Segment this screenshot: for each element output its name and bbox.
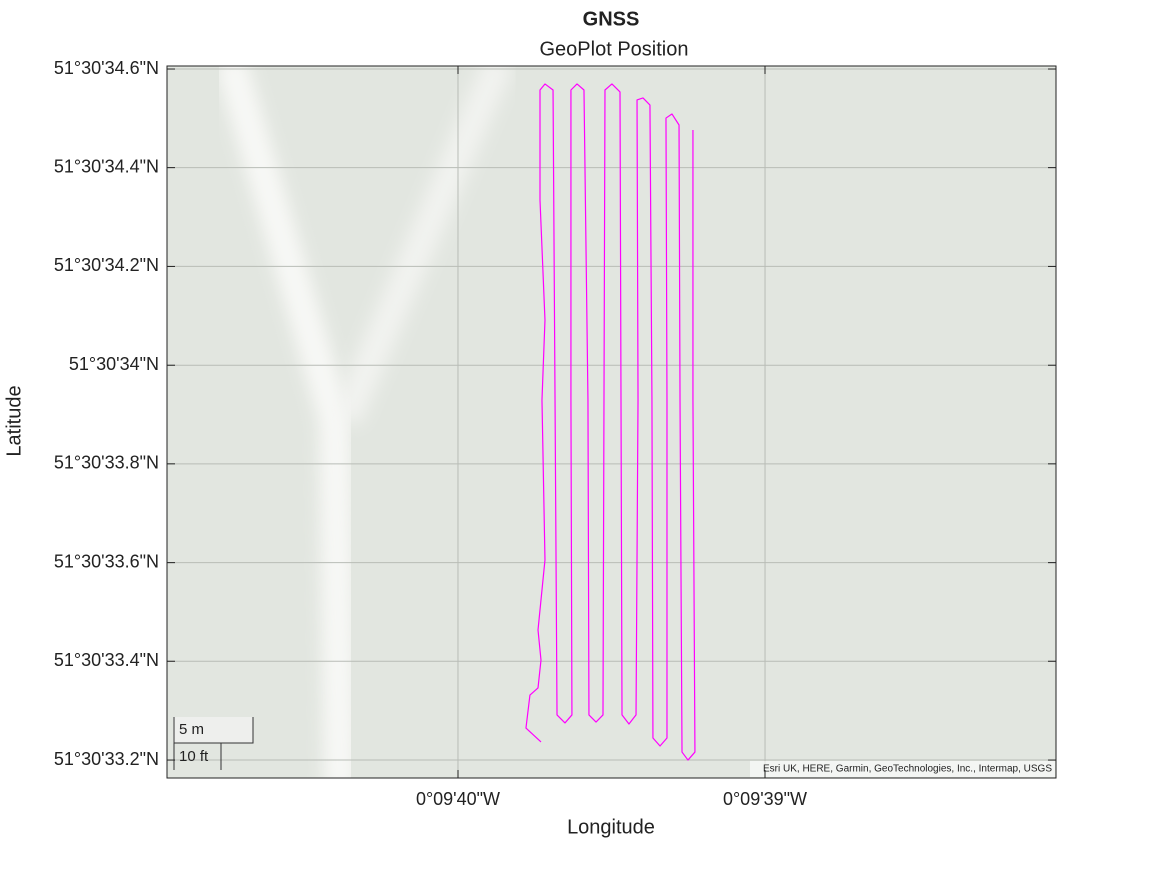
attribution: Esri UK, HERE, Garmin, GeoTechnologies, … [763, 764, 1052, 775]
y-tick-label: 51°30'34.6"N [54, 58, 159, 78]
attribution-bg [750, 761, 1055, 777]
y-tick-label: 51°30'34"N [69, 354, 159, 374]
scale-bar-bg [173, 717, 253, 743]
axes-box [166, 65, 1057, 779]
y-tick-label: 51°30'33.6"N [54, 551, 159, 571]
basemap [167, 66, 1056, 778]
scale-bar-lines [173, 717, 254, 770]
y-tick-label: 51°30'34.4"N [54, 156, 159, 176]
track-line [525, 83, 696, 761]
x-tick-label: 0°09'40"W [416, 789, 500, 809]
y-tick-label: 51°30'33.8"N [54, 453, 159, 473]
scale-metric: 5 m [179, 721, 204, 738]
chart-subtitle: GeoPlot Position [540, 38, 689, 60]
y-tick-label: 51°30'33.2"N [54, 749, 159, 769]
y-tick-label: 51°30'33.4"N [54, 650, 159, 670]
track-layer [525, 83, 696, 761]
x-tick-label: 0°09'39"W [723, 789, 807, 809]
scale-imperial: 10 ft [179, 748, 209, 765]
x-axis-label: Longitude [567, 816, 655, 838]
scale-bar: 5 m 10 ft [173, 717, 254, 770]
grid [167, 66, 1056, 778]
y-tick-label: 51°30'34.2"N [54, 255, 159, 275]
y-axis-label: Latitude [3, 385, 25, 456]
chart-title: GNSS [583, 8, 640, 30]
basemap-roads [215, 66, 514, 778]
